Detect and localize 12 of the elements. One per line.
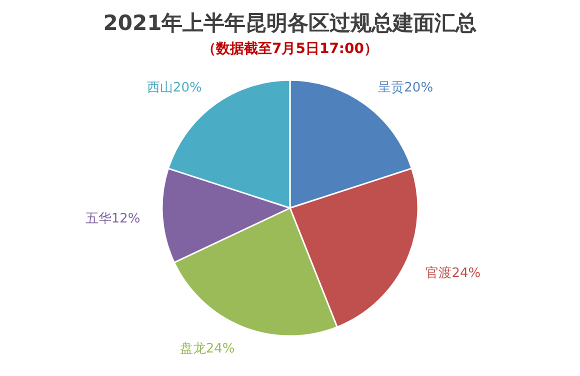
slice-label: 西山 <box>146 80 173 96</box>
chart-title: 2021年上半年昆明各区过规总建面汇总 <box>103 11 477 35</box>
data-label: 12% <box>111 211 140 226</box>
data-label: 24% <box>206 341 235 356</box>
data-label: 20% <box>172 80 202 96</box>
data-label: 24% <box>452 266 481 281</box>
slice-label: 五华 <box>85 211 112 226</box>
slice-label: 盘龙 <box>180 341 206 356</box>
slice-label: 呈贡 <box>378 80 404 96</box>
data-label: 20% <box>404 80 434 96</box>
chart-subtitle: （数据截至7月5日17:00） <box>202 41 378 57</box>
slice-label: 官渡 <box>426 264 452 281</box>
